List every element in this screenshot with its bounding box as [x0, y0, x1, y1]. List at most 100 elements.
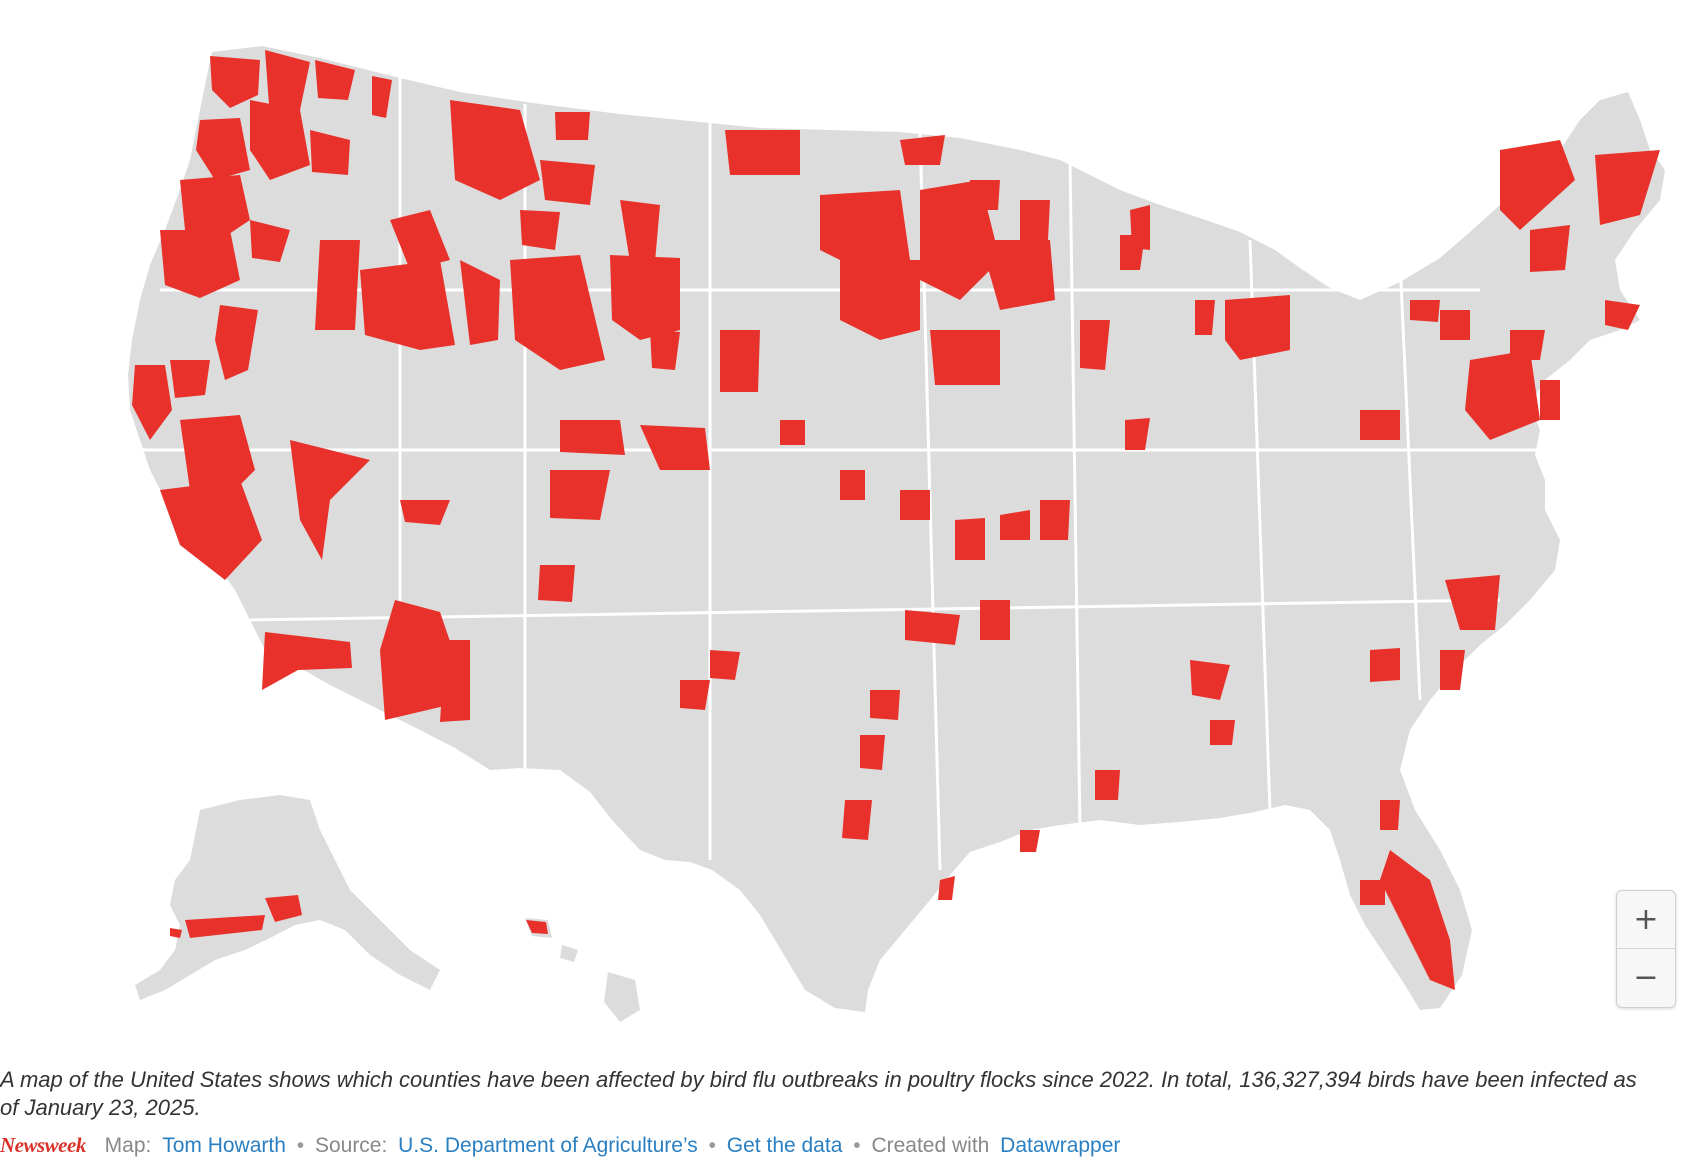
affected-county — [1440, 650, 1465, 690]
affected-county — [680, 680, 710, 710]
state-border-line — [1068, 159, 1082, 831]
affected-county — [310, 130, 350, 175]
affected-county — [1360, 410, 1400, 440]
affected-county — [180, 415, 255, 500]
affected-county — [1530, 225, 1570, 272]
affected-county — [870, 690, 900, 720]
affected-county — [560, 420, 625, 455]
affected-county — [650, 330, 680, 370]
zoom-in-button[interactable]: + — [1617, 891, 1675, 949]
affected-county — [840, 260, 920, 340]
affected-county — [555, 112, 590, 140]
affected-county — [440, 640, 470, 722]
affected-county — [905, 610, 960, 645]
affected-county — [1605, 300, 1640, 330]
affected-county — [400, 500, 450, 525]
affected-county — [1225, 295, 1290, 360]
affected-county — [265, 895, 302, 922]
affected-county — [1095, 770, 1120, 800]
affected-county — [780, 420, 805, 445]
affected-county — [1360, 880, 1385, 905]
affected-county — [360, 260, 455, 350]
affected-county — [390, 210, 450, 270]
affected-county — [315, 240, 360, 330]
affected-county — [290, 440, 370, 560]
affected-county — [1020, 200, 1050, 240]
affected-county — [900, 490, 930, 520]
affected-county — [1380, 800, 1400, 830]
affected-county — [820, 190, 910, 270]
separator: • — [853, 1134, 861, 1157]
affected-county — [550, 470, 610, 520]
affected-county — [720, 330, 760, 392]
affected-county — [262, 632, 352, 690]
hawaii-affected-county — [526, 920, 548, 934]
affected-county — [210, 56, 260, 108]
affected-county — [1510, 330, 1545, 360]
affected-county — [970, 180, 1000, 210]
affected-county — [1195, 300, 1215, 335]
source-label: Source: — [314, 1134, 388, 1157]
affected-county — [1540, 380, 1560, 420]
affected-county — [980, 600, 1010, 640]
hawaii-island-3 — [604, 972, 640, 1022]
affected-county — [1130, 205, 1150, 250]
affected-county — [1445, 575, 1500, 630]
affected-county — [510, 255, 605, 370]
affected-county — [1370, 648, 1400, 682]
affected-counties — [132, 50, 1660, 990]
affected-county — [640, 425, 710, 470]
affected-county — [170, 928, 182, 938]
affected-county — [725, 130, 800, 175]
map-author-link[interactable]: Tom Howarth — [162, 1134, 286, 1157]
newsweek-logo[interactable]: Newsweek — [0, 1133, 86, 1157]
map-caption: A map of the United States shows which c… — [0, 1067, 1637, 1120]
affected-county — [196, 118, 250, 180]
affected-county — [980, 240, 1055, 310]
map-area[interactable]: + − — [0, 0, 1688, 1060]
affected-county — [160, 230, 240, 298]
zoom-controls: + − — [1616, 890, 1676, 1008]
affected-county — [610, 255, 680, 340]
created-with-label: Created with — [871, 1134, 990, 1157]
affected-county — [315, 60, 355, 100]
alaska-affected-counties — [170, 895, 302, 938]
affected-county — [170, 360, 210, 398]
affected-county — [132, 365, 172, 440]
affected-county — [1000, 510, 1030, 540]
us-county-map[interactable] — [0, 0, 1688, 1060]
state-border-line — [249, 598, 1501, 622]
affected-county — [450, 100, 540, 200]
get-data-link[interactable]: Get the data — [726, 1134, 843, 1157]
affected-county — [860, 735, 885, 770]
affected-county — [250, 220, 290, 262]
source-link[interactable]: U.S. Department of Agriculture’s — [398, 1134, 698, 1157]
affected-county — [265, 50, 310, 118]
affected-county — [460, 260, 500, 345]
affected-county — [180, 175, 250, 240]
affected-county — [938, 876, 955, 900]
affected-county — [1040, 500, 1070, 540]
affected-county — [372, 76, 392, 118]
datawrapper-link[interactable]: Datawrapper — [1000, 1134, 1121, 1157]
affected-county — [840, 470, 865, 500]
affected-county — [1595, 150, 1660, 225]
affected-county — [538, 565, 575, 602]
affected-county — [710, 650, 740, 680]
separator: • — [296, 1134, 305, 1157]
affected-county — [1020, 830, 1040, 852]
affected-county — [1380, 850, 1455, 990]
hawaii-island-2 — [560, 945, 578, 962]
footer: Newsweek Map: Tom Howarth • Source: U.S.… — [0, 1131, 1688, 1160]
affected-county — [1465, 350, 1540, 440]
affected-county — [160, 480, 262, 580]
affected-county — [930, 330, 1000, 385]
zoom-out-button[interactable]: − — [1633, 960, 1659, 995]
affected-county — [620, 200, 660, 262]
affected-county — [900, 135, 945, 165]
affected-county — [1210, 720, 1235, 745]
affected-county — [540, 160, 595, 205]
map-credit-label: Map: — [104, 1134, 152, 1157]
state-border-line — [1398, 259, 1422, 701]
affected-county — [1125, 418, 1150, 450]
